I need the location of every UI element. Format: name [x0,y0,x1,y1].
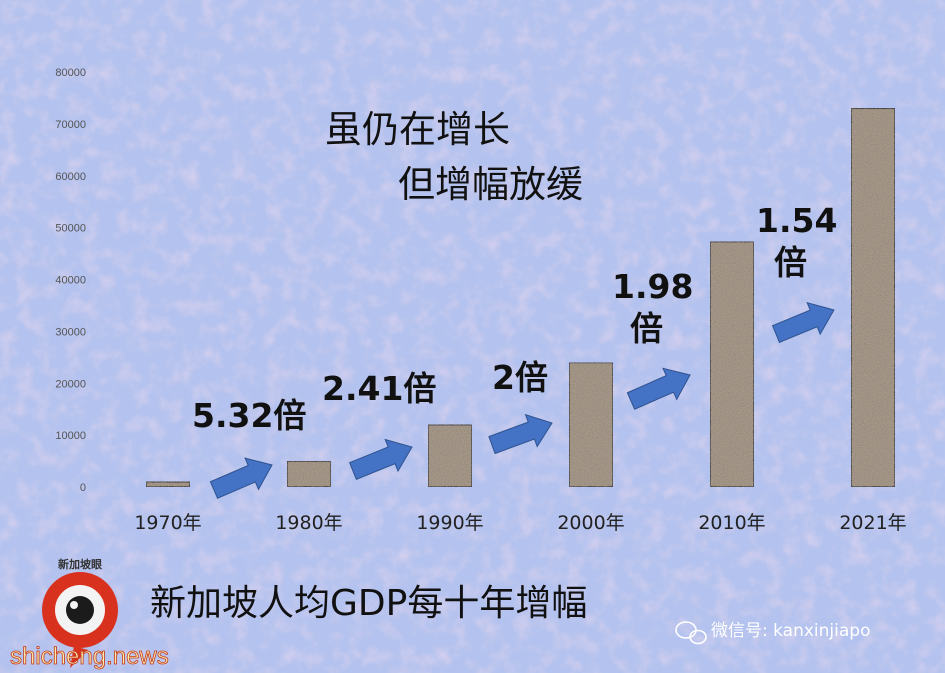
bars [145,107,896,488]
wechat-id: 微信号: kanxinjiapo [711,621,870,641]
x-tick-label: 1990年 [416,512,483,534]
growth-arrows [209,301,835,499]
x-tick-label: 2000年 [557,512,624,534]
bar [427,424,473,488]
y-tick-label: 0 [80,482,86,494]
bar [568,361,614,488]
bar [286,460,332,488]
y-tick-label: 60000 [55,171,86,183]
bar [850,107,896,488]
y-tick-label: 50000 [55,223,86,235]
site-name: shicheng.news [10,643,169,670]
wechat-icon [675,621,707,645]
eye-highlight [70,601,78,609]
arrow-icon [209,457,273,499]
growth-label: 倍 [774,243,807,282]
y-tick-label: 10000 [55,430,86,442]
headline-line-1: 虽仍在增长 [325,108,510,151]
logo-text: 新加坡眼 [58,557,102,571]
x-tick-label: 1970年 [134,512,201,534]
growth-label: 2.41倍 [322,369,436,408]
bar [709,240,755,488]
y-tick-label: 70000 [55,119,86,131]
growth-label: 倍 [630,309,663,348]
y-tick-label: 30000 [55,326,86,338]
x-tick-label: 2021年 [839,512,906,534]
eye-icon [66,596,94,624]
x-tick-label: 2010年 [698,512,765,534]
y-tick-label: 40000 [55,275,86,287]
site-logo: 新加坡眼 [42,557,118,668]
chart-caption: 新加坡人均GDP每十年增幅 [150,583,587,624]
bar [145,481,191,488]
growth-label: 5.32倍 [192,396,306,435]
arrow-icon [626,367,691,410]
x-axis: 1970年 1980年 1990年 2000年 2010年 2021年 [134,512,906,534]
growth-label: 2倍 [492,358,548,397]
logo-tail [70,646,88,668]
y-axis: 0 10000 20000 30000 40000 50000 60000 70000 8000… [55,67,86,494]
growth-label: 1.54 [756,201,837,240]
headline-line-2: 但增幅放缓 [398,163,583,206]
arrow-icon [771,301,835,343]
x-tick-label: 1980年 [275,512,342,534]
y-tick-label: 80000 [55,67,86,79]
arrow-icon [488,413,553,455]
y-tick-label: 20000 [55,378,86,390]
arrow-icon [348,438,413,480]
growth-label: 1.98 [612,267,693,306]
